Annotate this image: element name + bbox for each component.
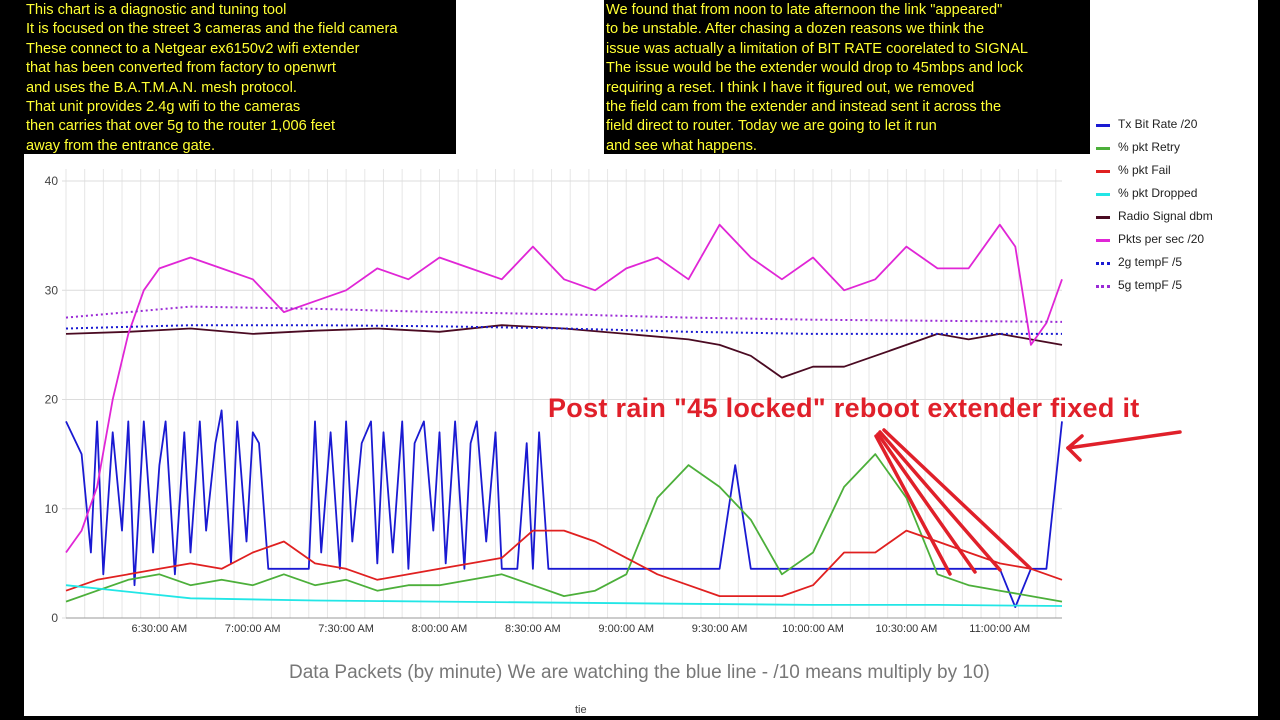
legend-label: Pkts per sec /20	[1118, 232, 1205, 246]
legend-swatch	[1096, 193, 1110, 196]
y-tick-label: 0	[51, 611, 58, 625]
legend-swatch	[1096, 239, 1110, 242]
series-line-5g-tempf-5	[65, 305, 1063, 323]
note-right-line: The issue would be the extender would dr…	[606, 60, 1023, 77]
x-tick-label: 9:00:00 AM	[598, 623, 654, 635]
note-left-line: that has been converted from factory to …	[26, 60, 336, 77]
x-tick-label: 11:00:00 AM	[969, 623, 1030, 635]
annotation-arrow	[876, 432, 977, 574]
note-left-line: These connect to a Netgear ex6150v2 wifi…	[26, 40, 360, 57]
annotation-arrow	[1066, 430, 1182, 450]
x-tick-label: 10:00:00 AM	[782, 623, 844, 635]
chart-caption: Data Packets (by minute) We are watching…	[289, 662, 990, 683]
note-left-line: away from the entrance gate.	[26, 137, 216, 154]
series-line-radio-signal-dbm	[65, 324, 1063, 379]
series-line-pkt-fail	[65, 529, 1063, 597]
note-right-line: We found that from noon to late afternoo…	[606, 2, 1003, 18]
legend-label: 2g tempF /5	[1118, 255, 1183, 269]
annotation-arrow	[1066, 446, 1082, 462]
x-tick-label: 6:30:00 AM	[132, 623, 188, 635]
series-line-pkt-retry	[65, 453, 1063, 603]
note-right-line: to be unstable. After chasing a dozen re…	[606, 21, 985, 38]
x-tick-label: 8:00:00 AM	[412, 623, 468, 635]
note-left: This chart is a diagnostic and tuning to…	[24, 0, 456, 154]
note-left-line: That unit provides 2.4g wifi to the came…	[26, 99, 301, 116]
annotation-arrow	[1066, 434, 1084, 450]
annotation-arrow	[878, 430, 1002, 572]
x-tick-label: 7:30:00 AM	[318, 623, 374, 635]
legend-swatch	[1096, 170, 1110, 173]
annotation-arrow	[874, 434, 952, 576]
series-line-pkts-per-sec-20	[65, 223, 1063, 554]
note-right-line: requiring a reset. I think I have it fig…	[606, 79, 975, 96]
legend-label: Tx Bit Rate /20	[1118, 117, 1198, 131]
x-tick-label: 8:30:00 AM	[505, 623, 561, 635]
note-right: We found that from noon to late afternoo…	[604, 0, 1090, 154]
x-tick-label: 9:30:00 AM	[692, 623, 748, 635]
x-tick-label: 7:00:00 AM	[225, 623, 281, 635]
y-tick-label: 10	[45, 502, 59, 516]
legend-label: % pkt Dropped	[1118, 186, 1198, 200]
legend-swatch	[1096, 124, 1110, 127]
note-left-line: and uses the B.A.T.M.A.N. mesh protocol.	[26, 79, 297, 96]
note-left-line: then carries that over 5g to the router …	[26, 118, 336, 135]
legend-label: 5g tempF /5	[1118, 278, 1183, 292]
note-right-line: field direct to router. Today we are goi…	[606, 118, 937, 135]
y-tick-label: 40	[45, 174, 59, 188]
note-left-line: This chart is a diagnostic and tuning to…	[26, 2, 287, 18]
legend-label: % pkt Retry	[1118, 140, 1181, 154]
annotation-text: Post rain "45 locked" reboot extender fi…	[548, 393, 1140, 423]
annotation-arrow	[882, 428, 1032, 570]
legend-swatch	[1096, 285, 1110, 288]
y-tick-label: 30	[45, 283, 59, 297]
legend-swatch	[1096, 147, 1110, 150]
x-tick-label: 10:30:00 AM	[875, 623, 937, 635]
note-right-line: and see what happens.	[606, 137, 757, 154]
y-tick-label: 20	[45, 393, 59, 407]
legend-label: % pkt Fail	[1118, 163, 1171, 177]
note-left-line: It is focused on the street 3 cameras an…	[26, 21, 398, 38]
footer-label: tie	[575, 704, 587, 716]
series-line-2g-tempf-5	[65, 324, 1062, 335]
series-line-tx-bit-rate-20	[65, 409, 1063, 608]
series-line-pkt-dropped	[65, 584, 1063, 607]
note-right-line: issue was actually a limitation of BIT R…	[606, 40, 1029, 57]
legend-label: Radio Signal dbm	[1118, 209, 1213, 223]
note-right-line: the field cam from the extender and inst…	[606, 99, 1002, 116]
legend-swatch	[1096, 216, 1110, 219]
legend-swatch	[1096, 262, 1110, 265]
